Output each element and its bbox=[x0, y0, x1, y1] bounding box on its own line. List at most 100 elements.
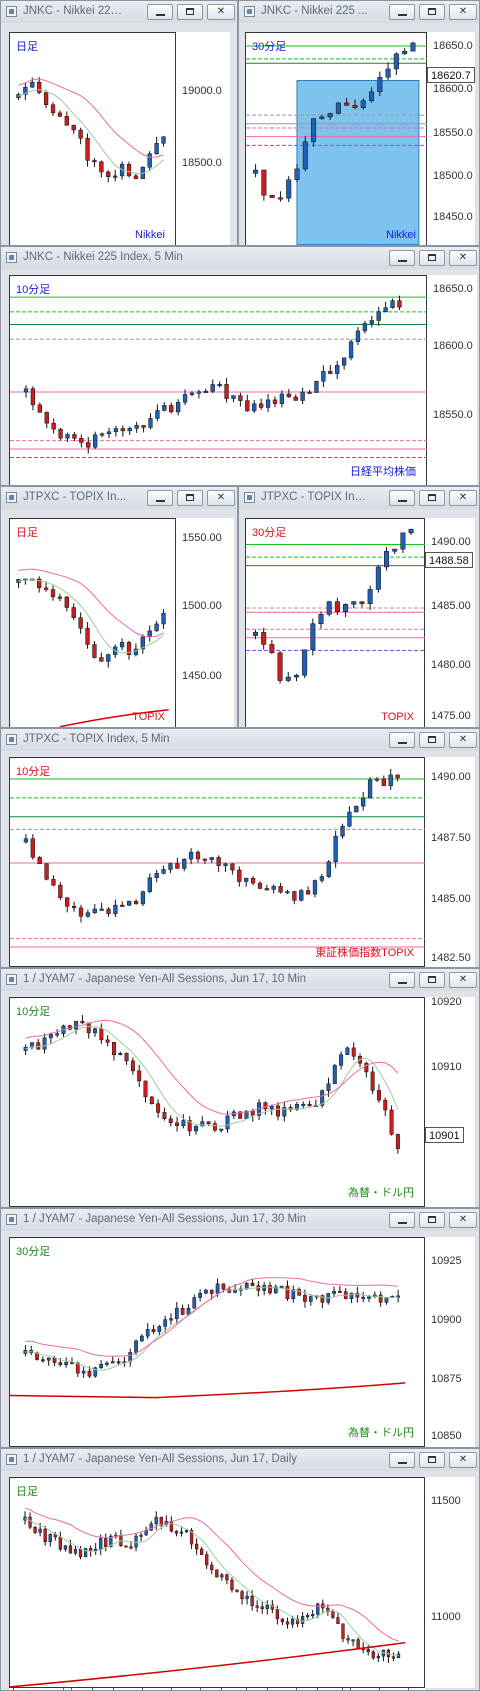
maximize-button[interactable] bbox=[419, 1452, 445, 1468]
maximize-button[interactable] bbox=[419, 490, 445, 506]
price-chart-plot[interactable]: 10分足 日経平均株価 bbox=[9, 275, 428, 485]
chart-window-3[interactable]: JNKC - Nikkei 225 Index, 5 Min ✕ 10分足 日経平均株… bbox=[0, 246, 480, 486]
price-chart-plot[interactable]: 10分足 為替・ドル円 bbox=[9, 997, 425, 1207]
price-scale[interactable]: 18650.0 18600.0 18550.0 18500.0 18450.0 18620… bbox=[427, 32, 475, 245]
chart-window-6[interactable]: JTPXC - TOPIX Index, 5 Min ✕ 10分足 東証株価指数TOP… bbox=[0, 728, 480, 968]
maximize-button[interactable] bbox=[177, 490, 203, 506]
price-chart-plot[interactable]: 30分足為替・ドル円 bbox=[9, 1237, 425, 1447]
window-title-bar[interactable]: JTPXC - TOPIX Ind... ✕ bbox=[239, 487, 479, 509]
price-scale[interactable]: 11500 11000 bbox=[425, 1477, 475, 1688]
price-scale[interactable]: 1550.00 1500.00 1450.00 bbox=[176, 518, 234, 727]
price-scale-label: 18500.0 bbox=[433, 169, 473, 182]
minimize-button[interactable] bbox=[389, 1452, 415, 1468]
close-button[interactable]: ✕ bbox=[449, 490, 477, 506]
price-chart-plot[interactable]: 10分足 東証株価指数TOPIX bbox=[9, 757, 426, 967]
price-scale-label: 19000.0 bbox=[182, 85, 222, 98]
chart-window-1[interactable]: JNKC - Nikkei 225 ... ✕ 日足 Nikkei 19000.0 185… bbox=[0, 0, 238, 246]
price-chart-plot[interactable]: 日足 Nikkei bbox=[9, 32, 176, 245]
close-button[interactable]: ✕ bbox=[449, 1212, 477, 1228]
candle bbox=[37, 578, 42, 589]
period-label: 30分足 bbox=[16, 1246, 51, 1258]
maximize-button[interactable] bbox=[419, 250, 445, 266]
minimize-button[interactable] bbox=[389, 490, 415, 506]
moving-average-line bbox=[18, 78, 164, 158]
price-scale-label: 10900 bbox=[431, 1314, 462, 1326]
maximize-button[interactable] bbox=[419, 4, 445, 20]
chart-window-5[interactable]: JTPXC - TOPIX Ind... ✕ 30分足 TOPIX 1490.00 148… bbox=[238, 486, 480, 728]
candlestick-chart bbox=[246, 41, 428, 245]
price-chart-plot[interactable]: 日足 bbox=[9, 1477, 425, 1688]
candle bbox=[345, 1047, 350, 1055]
chart-window-7[interactable]: 1 / JYAM7 - Japanese Yen-All Sessions, J… bbox=[0, 968, 480, 1208]
minimize-button[interactable] bbox=[147, 4, 173, 20]
minimize-button[interactable] bbox=[389, 972, 415, 988]
close-button[interactable]: ✕ bbox=[207, 490, 235, 506]
chart-window-icon bbox=[6, 734, 17, 745]
candle bbox=[302, 141, 308, 170]
candle bbox=[354, 805, 359, 813]
price-chart-plot[interactable]: 30分足 TOPIX bbox=[245, 518, 426, 727]
candle bbox=[203, 390, 208, 393]
price-scale[interactable]: 1490.00 1485.00 1480.00 1475.00 1488.58 bbox=[425, 518, 475, 727]
chart-window-2[interactable]: JNKC - Nikkei 225 ... ✕ 30分足 Nikkei 18650.0 1… bbox=[238, 0, 480, 246]
window-title-bar[interactable]: 1 / JYAM7 - Japanese Yen-All Sessions, J… bbox=[1, 1449, 479, 1471]
window-title-bar[interactable]: JTPXC - TOPIX In... ✕ bbox=[1, 487, 237, 509]
minimize-button[interactable] bbox=[389, 1212, 415, 1228]
window-title-bar[interactable]: JTPXC - TOPIX Index, 5 Min ✕ bbox=[1, 729, 479, 751]
maximize-button[interactable] bbox=[177, 4, 203, 20]
minimize-button[interactable] bbox=[389, 732, 415, 748]
price-chart-plot[interactable]: 30分足 Nikkei bbox=[245, 32, 428, 245]
close-button[interactable]: ✕ bbox=[449, 732, 477, 748]
candle bbox=[74, 1020, 79, 1030]
candle bbox=[149, 1523, 153, 1531]
chart-window-8[interactable]: 1 / JYAM7 - Japanese Yen-All Sessions, J… bbox=[0, 1208, 480, 1448]
maximize-button[interactable] bbox=[419, 732, 445, 748]
candle bbox=[116, 1361, 121, 1364]
close-button[interactable]: ✕ bbox=[449, 250, 477, 266]
close-button[interactable]: ✕ bbox=[449, 4, 477, 20]
price-scale[interactable]: 18650.0 18600.0 18550.0 bbox=[427, 275, 477, 485]
candle bbox=[154, 143, 159, 155]
minimize-button[interactable] bbox=[389, 4, 415, 20]
price-scale[interactable]: 1490.00 1487.50 1485.00 1482.50 bbox=[425, 757, 475, 967]
candle bbox=[196, 391, 202, 394]
close-button[interactable]: ✕ bbox=[449, 972, 477, 988]
minimize-button[interactable] bbox=[389, 250, 415, 266]
maximize-button[interactable] bbox=[419, 972, 445, 988]
candle bbox=[340, 825, 345, 837]
minimize-button[interactable] bbox=[147, 490, 173, 506]
close-button[interactable]: ✕ bbox=[207, 4, 235, 20]
time-axis[interactable]: 23Feb01061321Mar010613202703Apr101724 bbox=[9, 1688, 425, 1690]
price-scale-label: 1550.00 bbox=[182, 532, 222, 545]
close-button[interactable]: ✕ bbox=[449, 1452, 477, 1468]
chart-window-9[interactable]: 1 / JYAM7 - Japanese Yen-All Sessions, J… bbox=[0, 1448, 480, 1691]
candle bbox=[99, 433, 105, 436]
window-title-bar[interactable]: 1 / JYAM7 - Japanese Yen-All Sessions, J… bbox=[1, 1209, 479, 1231]
candle bbox=[273, 1286, 278, 1294]
time-axis-tick bbox=[408, 1688, 410, 1690]
candle bbox=[85, 628, 90, 645]
symbol-name-label: 為替・ドル円 bbox=[348, 1427, 414, 1439]
candle bbox=[410, 42, 416, 52]
price-scale[interactable]: 19000.0 18500.0 bbox=[176, 32, 230, 245]
candle bbox=[127, 900, 132, 906]
window-title-bar[interactable]: JNKC - Nikkei 225 ... ✕ bbox=[239, 1, 479, 23]
maximize-button[interactable] bbox=[419, 1212, 445, 1228]
price-scale[interactable]: 10925 10900 10875 10850 bbox=[425, 1237, 475, 1447]
candle bbox=[261, 169, 267, 196]
candle bbox=[349, 1292, 354, 1299]
window-title-bar[interactable]: JNKC - Nikkei 225 Index, 5 Min ✕ bbox=[1, 247, 479, 269]
candle bbox=[113, 175, 118, 178]
candle bbox=[64, 596, 69, 608]
price-chart-plot[interactable]: 日足 TOPIX bbox=[9, 518, 176, 727]
candle bbox=[126, 642, 132, 655]
price-scale[interactable]: 10920 10910 10901 bbox=[425, 996, 475, 1207]
window-title-bar[interactable]: JNKC - Nikkei 225 ... ✕ bbox=[1, 1, 237, 23]
price-scale-label: 10910 bbox=[431, 1061, 462, 1074]
candle bbox=[174, 1530, 179, 1534]
window-title-bar[interactable]: 1 / JYAM7 - Japanese Yen-All Sessions, J… bbox=[1, 969, 479, 991]
chart-window-4[interactable]: JTPXC - TOPIX In... ✕ 日足 TOPIX 1550.00 1500.0… bbox=[0, 486, 238, 728]
candle bbox=[80, 1020, 85, 1024]
candle bbox=[93, 1028, 98, 1034]
candle bbox=[86, 1022, 91, 1034]
